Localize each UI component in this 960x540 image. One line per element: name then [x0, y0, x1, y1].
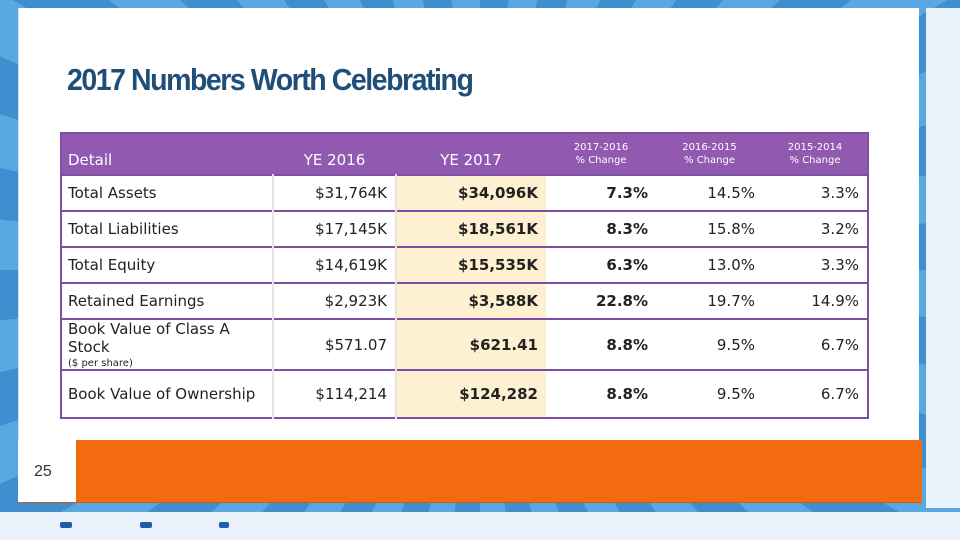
header-ye2017: YE 2017: [396, 133, 546, 175]
row-label: Total Equity: [61, 246, 274, 283]
decorative-dash: [219, 522, 229, 528]
cell-ye2017: $621.41: [396, 318, 546, 370]
decorative-dash: [60, 522, 72, 528]
cell-change-2016-2015: 9.5%: [656, 369, 763, 418]
row-sublabel: ($ per share): [68, 358, 133, 369]
cell-change-2016-2015: 9.5%: [656, 318, 763, 370]
table-row: Total Liabilities $17,145K $18,561K 8.3%…: [61, 210, 868, 247]
slide-title: 2017 Numbers Worth Celebrating: [67, 62, 474, 97]
footer-number-area: [18, 440, 76, 502]
cell-change-2016-2015: 15.8%: [656, 210, 763, 247]
cell-ye2017: $3,588K: [396, 282, 546, 319]
cell-change-2015-2014: 3.3%: [763, 174, 868, 211]
cell-change-2017-2016: 8.3%: [546, 210, 656, 247]
row-label: Total Assets: [61, 174, 274, 211]
footer-bar: [18, 440, 922, 503]
cell-change-2017-2016: 8.8%: [546, 369, 656, 418]
cell-change-2015-2014: 14.9%: [763, 282, 868, 319]
cell-change-2017-2016: 8.8%: [546, 318, 656, 370]
header-change-2016-2015: 2016-2015 % Change: [656, 133, 763, 175]
cell-ye2017: $18,561K: [396, 210, 546, 247]
cell-ye2017: $34,096K: [396, 174, 546, 211]
cell-change-2015-2014: 6.7%: [763, 318, 868, 370]
cell-change-2017-2016: 22.8%: [546, 282, 656, 319]
row-label: Book Value of Class A Stock ($ per share…: [61, 318, 274, 370]
cell-change-2016-2015: 14.5%: [656, 174, 763, 211]
table-header-row: Detail YE 2016 YE 2017 2017-2016 % Chang…: [61, 133, 868, 175]
cell-change-2017-2016: 7.3%: [546, 174, 656, 211]
row-label: Total Liabilities: [61, 210, 274, 247]
cell-change-2017-2016: 6.3%: [546, 246, 656, 283]
cell-ye2016: $31,764K: [273, 174, 397, 211]
table-row: Book Value of Class A Stock ($ per share…: [61, 318, 868, 370]
table-row: Retained Earnings $2,923K $3,588K 22.8% …: [61, 282, 868, 319]
cell-ye2017: $124,282: [396, 369, 546, 418]
cell-ye2017: $15,535K: [396, 246, 546, 283]
right-edge-strip: [926, 8, 960, 508]
cell-ye2016: $571.07: [273, 318, 397, 370]
financial-table: Detail YE 2016 YE 2017 2017-2016 % Chang…: [60, 132, 869, 419]
cell-ye2016: $14,619K: [273, 246, 397, 283]
cell-change-2016-2015: 13.0%: [656, 246, 763, 283]
header-change-2015-2014: 2015-2014 % Change: [763, 133, 868, 175]
cell-ye2016: $114,214: [273, 369, 397, 418]
table-row: Total Equity $14,619K $15,535K 6.3% 13.0…: [61, 246, 868, 283]
cell-change-2016-2015: 19.7%: [656, 282, 763, 319]
row-label: Retained Earnings: [61, 282, 274, 319]
cell-change-2015-2014: 3.3%: [763, 246, 868, 283]
table-row: Book Value of Ownership $114,214 $124,28…: [61, 369, 868, 418]
bottom-edge-strip: [0, 512, 960, 540]
cell-ye2016: $2,923K: [273, 282, 397, 319]
header-detail: Detail: [61, 133, 273, 175]
cell-change-2015-2014: 6.7%: [763, 369, 868, 418]
table-row: Total Assets $31,764K $34,096K 7.3% 14.5…: [61, 174, 868, 211]
page-number: 25: [34, 463, 52, 480]
header-ye2016: YE 2016: [273, 133, 396, 175]
header-change-2017-2016: 2017-2016 % Change: [546, 133, 656, 175]
decorative-dash: [140, 522, 152, 528]
cell-change-2015-2014: 3.2%: [763, 210, 868, 247]
cell-ye2016: $17,145K: [273, 210, 397, 247]
row-label: Book Value of Ownership: [61, 369, 274, 418]
